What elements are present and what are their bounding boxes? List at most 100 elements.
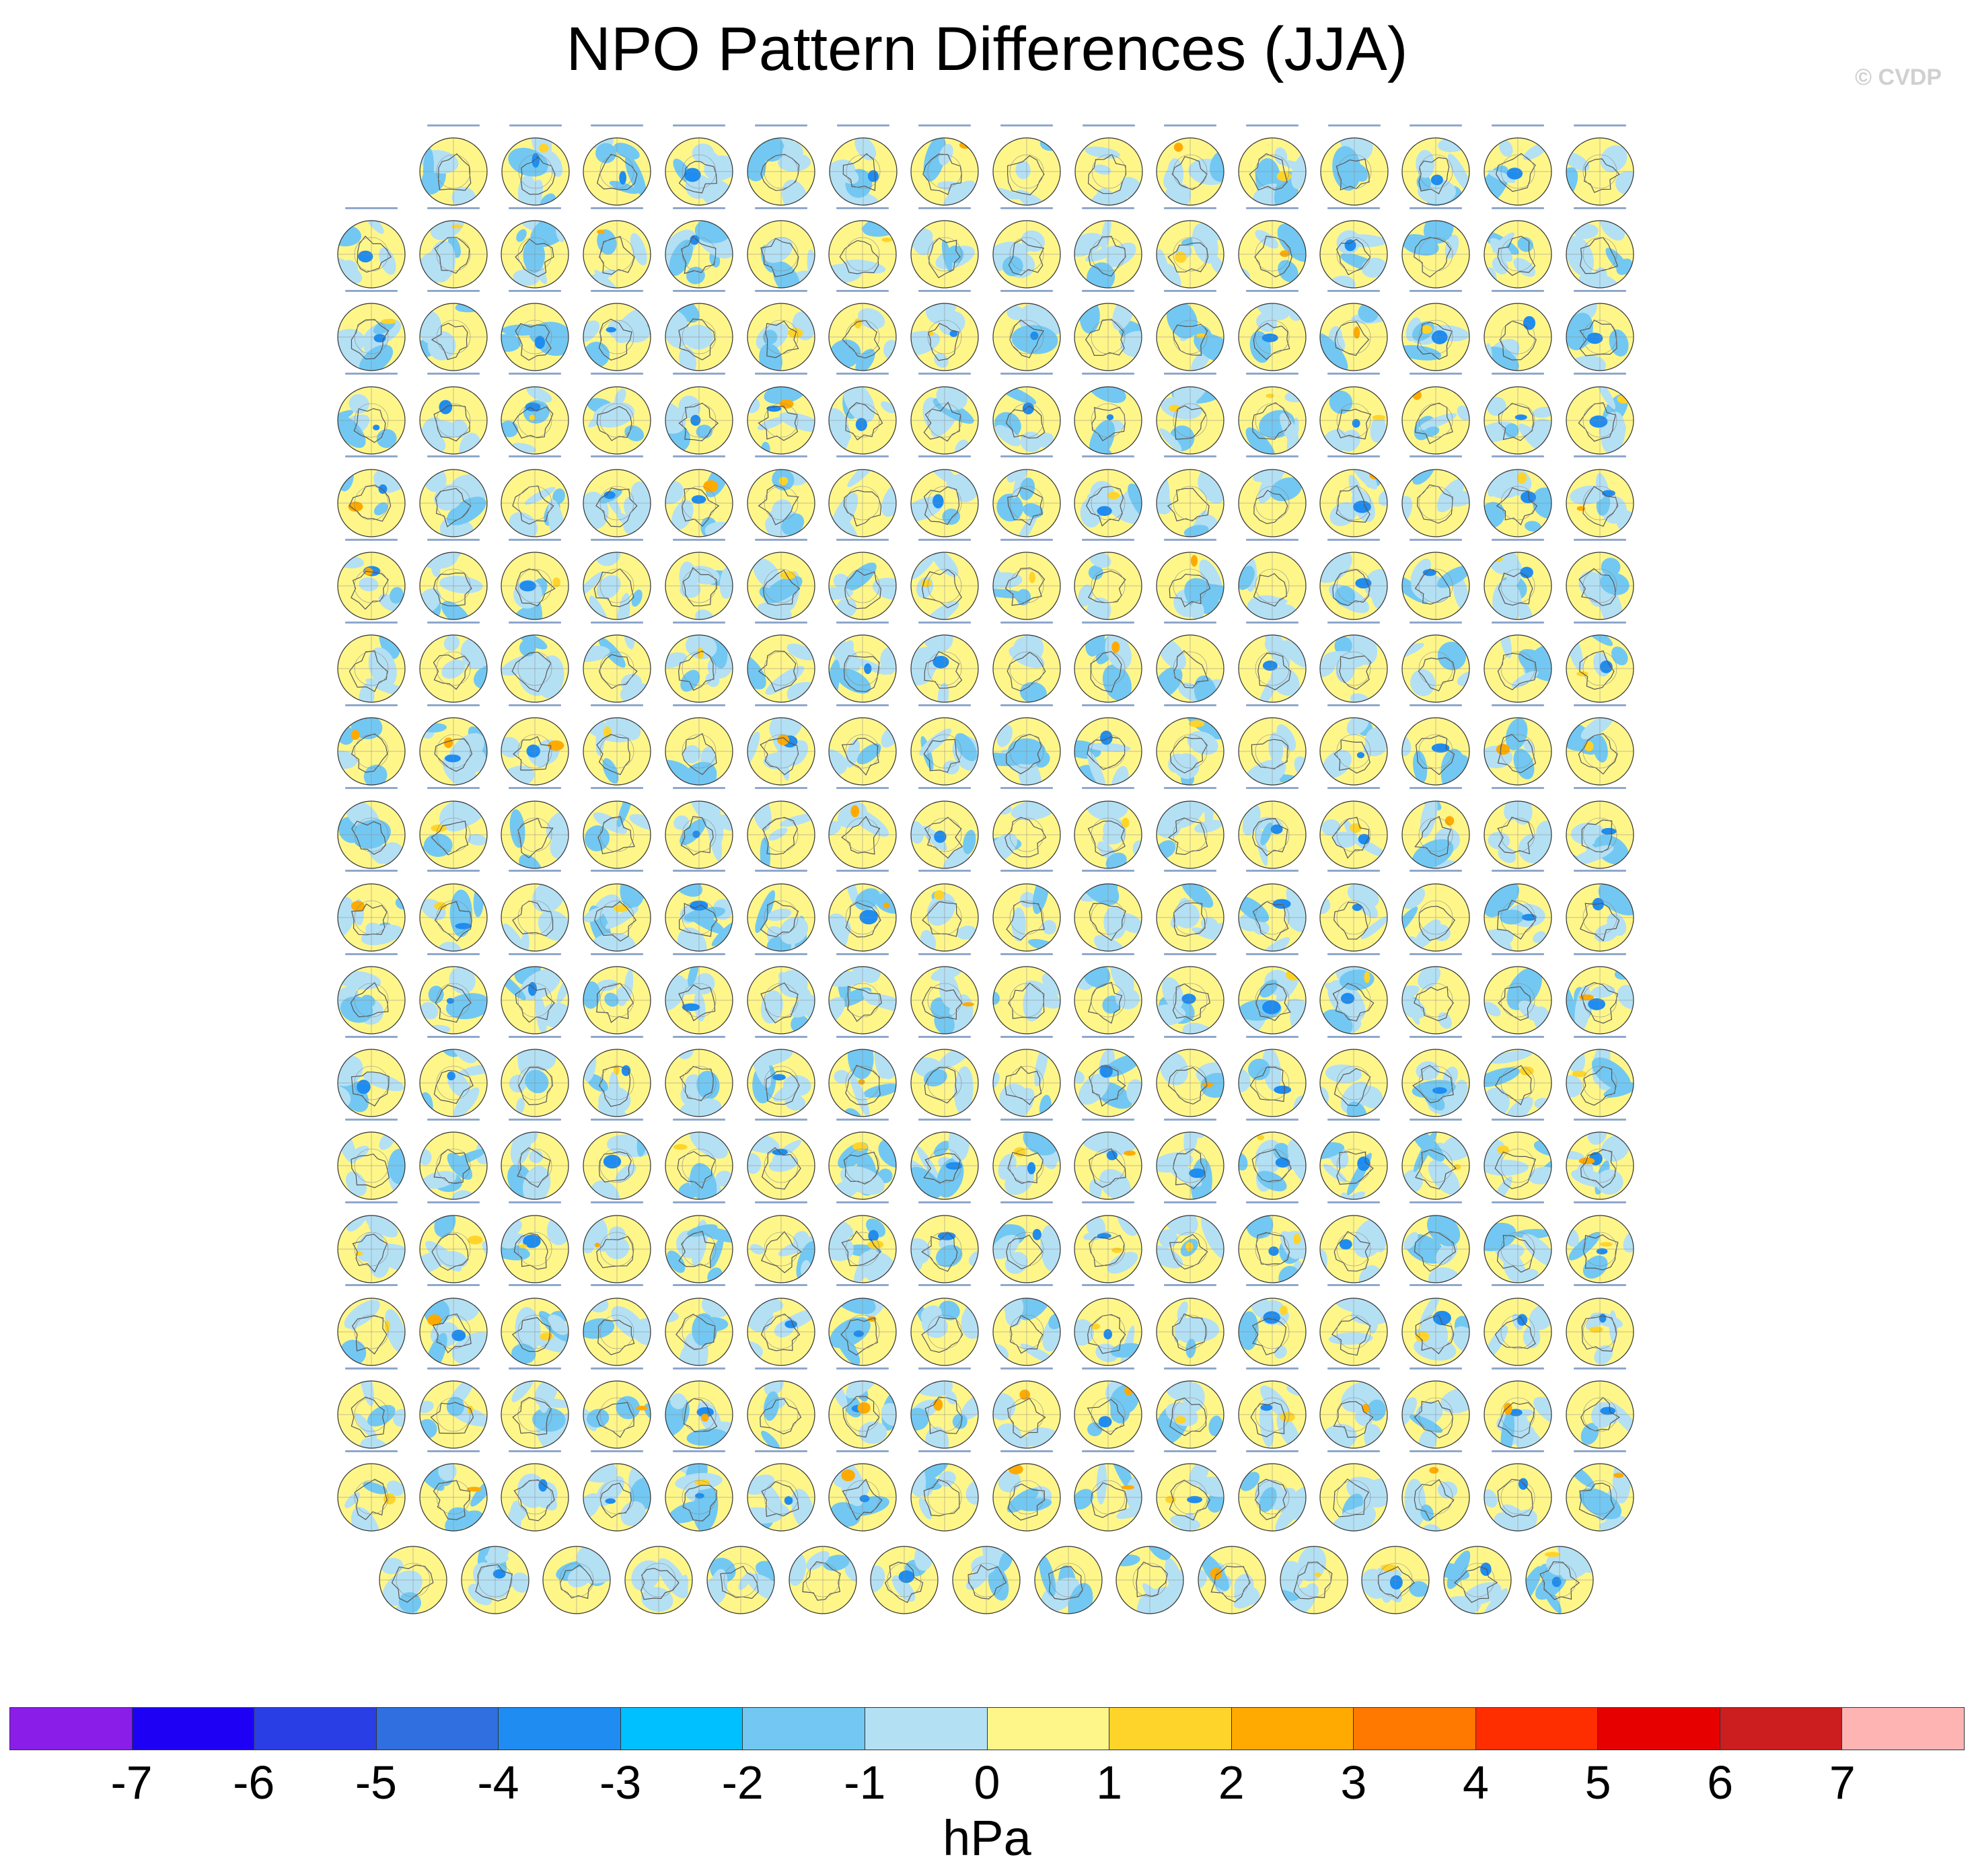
colorbar-tick-label: 3 [1340,1756,1367,1809]
polar-map [665,469,733,537]
panel-title [336,455,406,459]
map-panel [1319,1035,1389,1121]
map-panel [992,1201,1062,1287]
panel-title [1401,1283,1471,1287]
map-panel [500,372,570,458]
map-panel [1483,620,1553,706]
panel-title [500,537,570,541]
polar-map [583,1463,651,1532]
panel-title [418,1201,488,1205]
polar-map [419,1380,488,1449]
polar-map [419,552,488,620]
polar-map [828,137,898,206]
map-panel [910,703,980,789]
map-panel [1483,952,1553,1038]
panel-title [418,1449,488,1453]
map-panel [746,703,816,789]
polar-map [1565,1463,1634,1532]
panel-title [500,869,570,873]
polar-map [1238,800,1307,869]
panel-title [336,289,406,293]
panel-title [1237,1035,1307,1039]
polar-map [910,1380,979,1449]
colorbar-tick-label: 6 [1707,1756,1734,1809]
colorbar-tick-labels: -7 -6 -5 -4 -3 -2 -1 0 1 2 3 4 5 6 7 [0,1756,1974,1816]
colorbar-tick-label: -7 [110,1756,153,1809]
map-panel [910,952,980,1038]
polar-map [665,634,733,703]
polar-map [1565,1380,1634,1449]
panel-title [500,1449,570,1453]
map-panel [992,455,1062,541]
map-panel [500,537,570,624]
polar-map [746,800,815,869]
panel-title [1319,372,1389,376]
polar-map [1319,303,1388,371]
map-panel [746,1283,816,1370]
polar-map [501,1380,569,1449]
polar-map [583,1131,651,1200]
map-panel [1073,1201,1143,1287]
panel-title [1237,620,1307,624]
panel-title [1401,703,1471,707]
map-panel [1073,289,1143,375]
panel-title [1401,1201,1471,1205]
panel-title [1073,455,1143,459]
map-panel [500,620,570,706]
map-panel [910,786,980,872]
colorbar-segment [1354,1708,1476,1750]
polar-map [337,1131,406,1200]
panel-title [1073,869,1143,873]
map-panel [910,372,980,458]
panel-title [1483,1366,1553,1370]
map-panel [1401,1035,1471,1121]
panel-title [1483,786,1553,790]
polar-map [665,303,733,371]
panel-title [1483,372,1553,376]
panel-title [336,372,406,376]
polar-map [1401,385,1470,455]
map-panel [746,869,816,955]
polar-map [665,966,733,1035]
panel-title [418,1035,488,1039]
panel-title [1237,703,1307,707]
polar-map [501,469,569,537]
map-panel [1565,1283,1635,1370]
map-panel [1074,123,1144,209]
panel-title [664,206,734,210]
map-panel [1401,869,1471,955]
colorbar-tick-label: 4 [1463,1756,1489,1809]
panel-title [746,1283,816,1287]
panel-title [336,952,406,956]
map-panel [500,703,570,789]
polar-map [1074,303,1142,371]
panel-title [828,952,898,956]
polar-map [1484,1380,1552,1449]
map-panel [1401,1201,1471,1287]
polar-map [910,966,979,1035]
map-panel [1073,1283,1143,1370]
polar-map [828,552,897,620]
map-panel [910,869,980,955]
map-panel [1319,372,1389,458]
panel-title [1319,537,1389,541]
map-panel [746,1035,816,1121]
panel-title [910,123,980,127]
panel-title [1237,537,1307,541]
polar-map [1401,1380,1470,1449]
panel-title [500,1201,570,1205]
panel-title [664,703,734,707]
map-panel [418,289,488,375]
polar-map [992,303,1061,371]
map-panel [910,1283,980,1370]
polar-map [1074,385,1142,455]
polar-map [1565,552,1634,620]
colorbar-segment [1475,1708,1599,1750]
map-panel [1237,123,1307,209]
polar-map [1484,552,1552,620]
panel-title [500,372,570,376]
map-panel [1565,620,1635,706]
polar-map [1319,717,1388,786]
panel-title [992,1201,1062,1205]
polar-map [910,1298,979,1366]
